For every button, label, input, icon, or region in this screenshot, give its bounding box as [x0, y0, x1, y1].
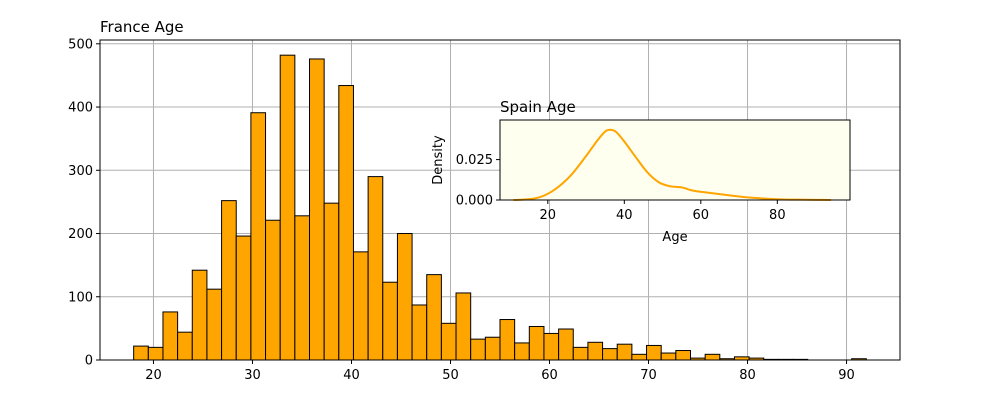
histogram-bar [514, 342, 530, 361]
histogram-bar [660, 352, 677, 361]
histogram-bar [587, 341, 604, 361]
histogram-bar [396, 233, 413, 361]
histogram-bar [602, 348, 618, 361]
main-x-tick-label: 70 [640, 368, 657, 383]
histogram-bar [309, 58, 325, 361]
inset-x-tick-label: 60 [693, 208, 710, 223]
histogram-bar [484, 336, 501, 361]
main-x-tick-label: 60 [541, 368, 558, 383]
histogram-bar [265, 219, 281, 361]
histogram-bar [382, 281, 398, 361]
histogram-bar [543, 332, 560, 361]
main-x-tick-label: 40 [343, 368, 360, 383]
inset-x-axis-label: Age [662, 230, 687, 245]
histogram-bar [206, 288, 223, 361]
inset-x-tick-label: 40 [616, 208, 633, 223]
histogram-bar [133, 345, 149, 361]
histogram-bar [558, 328, 574, 361]
spain-density-line [513, 128, 831, 201]
histogram-bar [675, 350, 691, 361]
histogram-bar [235, 235, 252, 361]
histogram-bar [411, 304, 428, 361]
main-bars [133, 54, 867, 361]
inset-y-tick-label: 0.025 [456, 153, 493, 168]
inset-y-axis-label: Density [431, 135, 446, 185]
histogram-bar [367, 176, 384, 361]
main-x-tick-label: 50 [442, 368, 459, 383]
histogram-bar [704, 353, 721, 361]
histogram-bar [646, 344, 662, 361]
main-ticks: 20 30 40 50 60 70 80 90 0 100 200 300 400 500 [68, 37, 855, 383]
main-x-tick-label: 80 [739, 368, 756, 383]
histogram-bar [323, 202, 340, 361]
histogram-bar [147, 346, 164, 361]
histogram-bar [221, 200, 237, 361]
histogram-bar [338, 85, 354, 361]
main-y-tick-label: 200 [68, 227, 93, 242]
histogram-bar [250, 112, 267, 361]
main-chart-title: France Age [100, 18, 184, 36]
inset-x-tick-label: 80 [769, 208, 786, 223]
main-axes-frame [99, 39, 901, 361]
main-y-tick-label: 100 [68, 290, 93, 305]
histogram-bar [162, 311, 179, 361]
main-x-tick-label: 20 [145, 368, 162, 383]
main-y-tick-label: 400 [68, 101, 93, 116]
main-y-tick-label: 300 [68, 164, 93, 179]
histogram-bar [631, 353, 648, 361]
histogram-bar [499, 319, 516, 361]
histogram-bar [470, 338, 486, 361]
histogram-bar [294, 215, 311, 361]
inset-x-tick-label: 20 [540, 208, 557, 223]
spain-age-density-inset: Spain Age 20 40 60 80 0.000 0.025 Age Density [431, 98, 851, 245]
histogram-bar [426, 274, 442, 361]
histogram-bar [177, 331, 193, 361]
france-age-histogram: France Age 20 30 40 50 60 70 80 900100200300400… [68, 18, 901, 383]
histogram-bar [455, 292, 472, 361]
histogram-bar [616, 343, 633, 361]
inset-chart-title: Spain Age [500, 98, 576, 116]
inset-background [500, 120, 850, 200]
main-y-tick-label: 500 [68, 37, 93, 52]
inset-y-tick-label: 0.000 [456, 194, 493, 209]
histogram-bar [528, 325, 545, 361]
histogram-bar [572, 346, 589, 361]
main-x-tick-label: 30 [244, 368, 261, 383]
histogram-bar [352, 251, 369, 361]
main-x-tick-label: 90 [838, 368, 855, 383]
main-y-tick-label: 0 [85, 354, 93, 369]
histogram-bar [279, 54, 296, 361]
histogram-bar [440, 322, 457, 361]
histogram-bar [191, 269, 208, 361]
inset-ticks: 20 40 60 80 0.000 0.025 [456, 153, 786, 223]
